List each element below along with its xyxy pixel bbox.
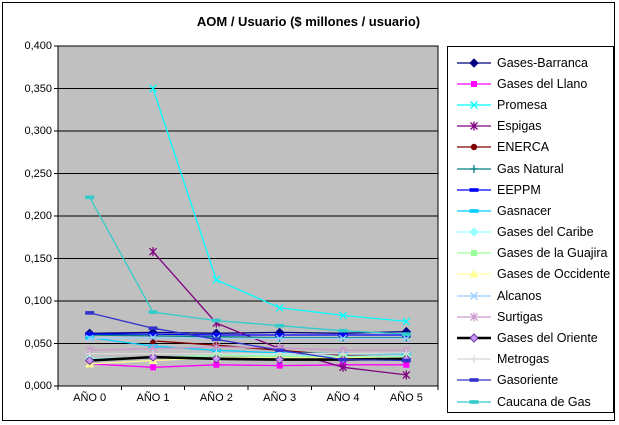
legend-item: Gases del Oriente: [448, 327, 613, 348]
legend-key-icon: [457, 312, 491, 322]
legend-key-icon: [457, 227, 491, 237]
legend-item: ENERCA: [448, 137, 613, 158]
legend-key-icon: [457, 209, 491, 213]
legend-item: Promesa: [448, 94, 613, 115]
legend-key-icon: [457, 80, 491, 87]
legend-key-icon: [457, 57, 491, 68]
legend-label: Gases-Barranca: [497, 55, 589, 70]
legend-key-icon: [457, 121, 491, 131]
legend-label: ENERCA: [497, 140, 550, 155]
chart-area: AOM / Usuario ($ millones / usuario) 0,0…: [3, 3, 614, 420]
legend-label: Promesa: [497, 97, 548, 112]
legend-item: Espigas: [448, 116, 613, 137]
legend-key-icon: [457, 144, 491, 151]
legend-item: Surtigas: [448, 306, 613, 327]
chart-title: AOM / Usuario ($ millones / usuario): [196, 14, 421, 29]
legend: Gases-Barranca Gases del Llano Promesa Espi…: [447, 46, 614, 413]
legend-item: Gases del Caribe: [448, 222, 613, 243]
legend-label: Surtigas: [497, 309, 543, 324]
legend-item: Alcanos: [448, 285, 613, 306]
legend-item: Gases de Occidente: [448, 264, 613, 285]
legend-key-icon: [457, 355, 491, 364]
legend-label: Gasnacer: [497, 203, 552, 218]
legend-item: Gases-Barranca: [448, 52, 613, 73]
legend-item: Gases del Llano: [448, 73, 613, 94]
legend-key-icon: [457, 164, 491, 173]
legend-label: Metrogas: [497, 352, 550, 367]
legend-item: EEPPM: [448, 179, 613, 200]
legend-key-icon: [457, 291, 491, 300]
legend-key-icon: [457, 378, 491, 383]
legend-label: Gas Natural: [497, 161, 564, 176]
legend-label: Gases del Oriente: [497, 331, 598, 346]
chart-frame: AOM / Usuario ($ millones / usuario) 0,0…: [2, 2, 615, 421]
legend-item: Gasnacer: [448, 200, 613, 221]
legend-key-icon: [457, 399, 491, 404]
legend-item: Metrogas: [448, 349, 613, 370]
legend-label: Espigas: [497, 119, 542, 134]
legend-label: Gases del Caribe: [497, 225, 594, 240]
legend-label: Gases del Llano: [497, 76, 588, 91]
legend-label: Gases de Occidente: [497, 267, 611, 282]
legend-item: Gases de la Guajira: [448, 243, 613, 264]
legend-item: Gasoriente: [448, 370, 613, 391]
legend-key-icon: [457, 187, 491, 192]
legend-label: EEPPM: [497, 182, 541, 197]
legend-key-icon: [457, 250, 491, 257]
plot-area: [54, 45, 439, 390]
legend-label: Alcanos: [497, 288, 542, 303]
legend-label: Gases de la Guajira: [497, 246, 608, 261]
legend-label: Caucana de Gas: [497, 394, 591, 409]
legend-key-icon: [457, 269, 491, 278]
legend-key-icon: [457, 101, 491, 109]
legend-item: Gas Natural: [448, 158, 613, 179]
legend-key-icon: [457, 333, 491, 343]
legend-label: Gasoriente: [497, 373, 559, 388]
legend-item: Caucana de Gas: [448, 391, 613, 412]
